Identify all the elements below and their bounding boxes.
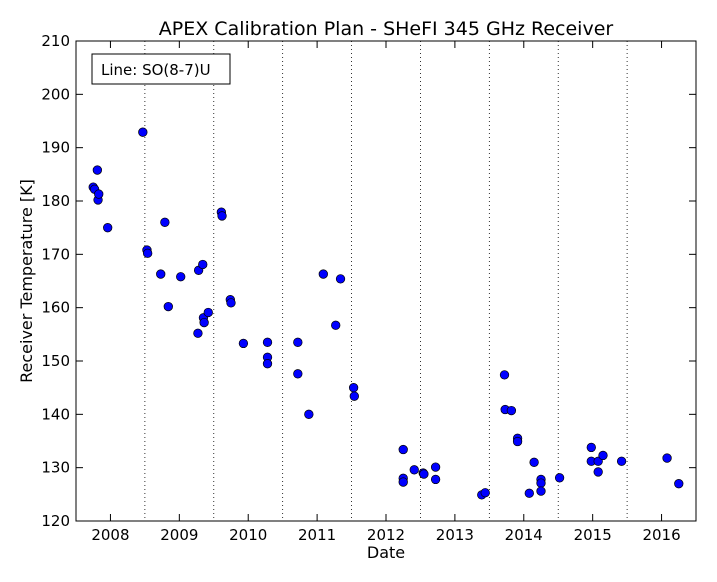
data-point	[593, 467, 603, 477]
y-tick-label: 140	[41, 405, 70, 423]
x-axis-label: Date	[367, 543, 405, 562]
data-point	[262, 359, 273, 369]
data-point	[616, 456, 627, 466]
legend-text: Line: SO(8-7)U	[101, 61, 211, 79]
data-point	[203, 307, 213, 318]
data-point	[199, 317, 209, 328]
data-point	[293, 369, 303, 379]
y-axis-label: Receiver Temperature [K]	[17, 179, 36, 383]
data-point	[674, 479, 684, 489]
points-layer	[88, 127, 684, 500]
data-point	[156, 269, 166, 279]
data-point	[524, 488, 534, 498]
data-point	[142, 248, 153, 258]
data-point	[499, 370, 510, 380]
data-point	[163, 301, 173, 312]
data-point	[506, 405, 517, 416]
y-tick-label: 180	[41, 192, 70, 210]
data-point	[349, 391, 359, 401]
data-point	[529, 457, 539, 467]
legend: Line: SO(8-7)U	[91, 53, 231, 85]
data-point	[331, 320, 341, 330]
data-point	[586, 442, 596, 453]
data-point	[430, 462, 441, 472]
y-tick-label: 190	[41, 139, 70, 157]
data-point	[419, 469, 429, 479]
plot-frame	[75, 40, 697, 522]
grid-layer	[144, 41, 628, 521]
data-point	[348, 383, 359, 393]
data-point	[226, 298, 236, 308]
legend-box	[91, 53, 231, 85]
chart-title: APEX Calibration Plan - SHeFI 345 GHz Re…	[159, 18, 614, 40]
data-point	[398, 477, 408, 487]
data-point	[480, 488, 490, 498]
data-point	[293, 337, 303, 347]
data-point	[409, 465, 419, 475]
data-point	[217, 211, 227, 221]
x-tick-label: 2011	[298, 526, 336, 544]
x-tick-label: 2013	[436, 526, 474, 544]
data-point	[554, 473, 565, 483]
x-tick-label: 2016	[642, 526, 680, 544]
x-tick-label: 2009	[160, 526, 198, 544]
x-tick-label: 2014	[505, 526, 543, 544]
y-tick-label: 160	[41, 299, 70, 317]
data-point	[304, 409, 314, 419]
x-tick-label: 2008	[91, 526, 129, 544]
data-point	[92, 165, 103, 175]
y-tick-label: 200	[41, 85, 70, 103]
data-point	[262, 337, 273, 347]
x-tick-label: 2012	[367, 526, 405, 544]
y-tick-label: 130	[41, 459, 70, 477]
data-point	[430, 474, 441, 485]
x-tick-label: 2010	[229, 526, 267, 544]
y-tick-label: 170	[41, 245, 70, 263]
data-point	[160, 217, 170, 227]
data-point	[598, 450, 608, 461]
data-point	[335, 274, 346, 284]
data-point	[512, 436, 523, 447]
data-point	[318, 269, 328, 279]
data-point	[662, 453, 672, 463]
data-point	[198, 259, 208, 270]
data-point	[193, 328, 203, 338]
x-tick-label: 2015	[574, 526, 612, 544]
data-point	[103, 223, 113, 233]
data-point	[536, 478, 546, 488]
y-tick-label: 150	[41, 352, 70, 370]
data-point	[536, 486, 546, 496]
data-point	[138, 127, 148, 137]
y-tick-label: 120	[41, 512, 70, 530]
axes-layer: 2008 2009 2010 2011 2012 2013 2014 2015 2016 120 1…	[41, 32, 697, 544]
data-point	[94, 189, 104, 199]
data-point	[398, 444, 408, 455]
data-point	[238, 338, 249, 349]
y-tick-label: 210	[41, 32, 70, 50]
data-point	[176, 272, 186, 282]
